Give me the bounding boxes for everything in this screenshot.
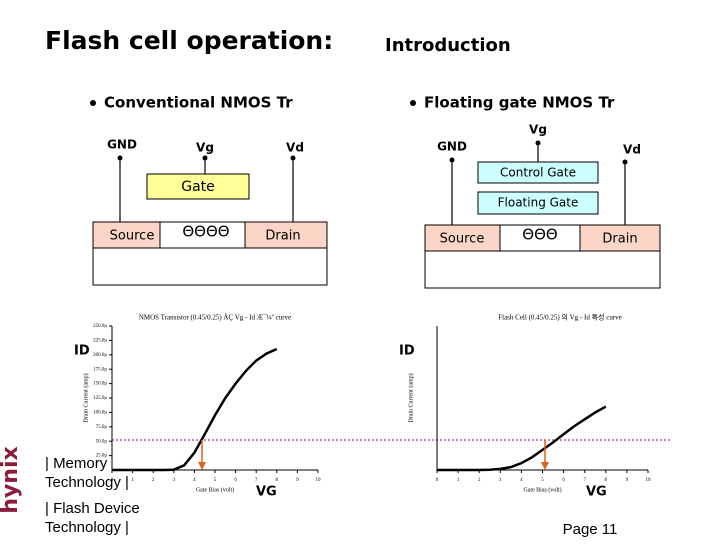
x-tick-label: 2 <box>152 478 155 483</box>
x-tick-label: 1 <box>131 478 134 483</box>
y-tick-label: 75.0μ <box>96 425 108 430</box>
x-tick-label: 9 <box>626 478 629 483</box>
x-tick-label: 0 <box>111 478 114 483</box>
arrow-head <box>198 462 206 470</box>
terminal-label: GND <box>437 140 467 154</box>
curve <box>112 347 278 472</box>
x-tick-label: 1 <box>457 478 460 483</box>
chart-title: NMOS Transistor (0.45/0.25) ÀÇ Vg - Id Æ… <box>139 314 291 322</box>
y-tick-label: 125.0μ <box>93 396 107 401</box>
source-label: Source <box>440 232 485 247</box>
y-annotation: ID <box>399 344 415 359</box>
x-tick-label: 3 <box>499 478 502 483</box>
logo: hynix <box>0 446 23 513</box>
heading: Conventional NMOS Tr <box>104 94 293 112</box>
x-tick-label: 6 <box>234 478 237 483</box>
x-tick-label: 8 <box>276 478 279 483</box>
drain-box <box>579 224 661 252</box>
node <box>622 159 628 165</box>
terminal-label: GND <box>107 138 137 152</box>
y-tick-label: 200.0μ <box>93 353 107 358</box>
subtitle: Introduction <box>385 35 511 56</box>
title: Flash cell operation: <box>45 26 333 55</box>
y-annotation: ID <box>74 344 90 359</box>
logo-strip <box>0 0 22 546</box>
footer-memory: | Memory Technology | <box>45 455 129 491</box>
y-tick-label: 225.0μ <box>93 339 107 344</box>
electrons: ΘΘΘΘ <box>182 223 229 241</box>
x-tick-label: 10 <box>646 478 652 483</box>
floating-gate-box <box>477 191 599 215</box>
node <box>290 155 296 161</box>
bullet <box>90 100 96 106</box>
drain-box <box>244 221 328 249</box>
x-tick-label: 10 <box>316 478 322 483</box>
x-tick-label: 7 <box>583 478 586 483</box>
x-tick-label: 5 <box>541 478 544 483</box>
bullet <box>410 100 416 106</box>
terminal-label: Vg <box>196 141 214 155</box>
x-annotation: VG <box>586 485 607 500</box>
x-tick-label: 6 <box>562 478 565 483</box>
y-tick-label: 50.0μ <box>96 439 108 444</box>
node <box>117 155 123 161</box>
wires <box>119 158 294 222</box>
arrow-head <box>541 462 549 470</box>
drain-label: Drain <box>602 232 637 247</box>
source-box <box>92 221 161 249</box>
footer-device: | Flash Device Technology | <box>45 500 140 536</box>
control-gate-label: Control Gate <box>500 166 576 180</box>
node <box>535 140 541 146</box>
x-tick-label: 5 <box>214 478 217 483</box>
gate-label: Gate <box>181 179 215 195</box>
x-tick-label: 8 <box>605 478 608 483</box>
source-label: Source <box>110 229 155 244</box>
x-tick-label: 7 <box>255 478 258 483</box>
x-tick-label: 4 <box>520 478 523 483</box>
source-box <box>424 224 501 252</box>
page-number: Page 11 <box>563 521 618 538</box>
electrons: ΘΘΘ <box>522 226 557 244</box>
x-axis-label: Gate Bias (volt) <box>523 486 561 493</box>
node <box>202 155 208 161</box>
y-axis-label: Drain Current (amp) <box>82 373 89 422</box>
control-gate-box <box>477 161 599 184</box>
curve <box>437 405 607 472</box>
terminal-label: Vd <box>286 141 304 155</box>
wires <box>451 143 626 225</box>
x-tick-label: 0 <box>436 478 439 483</box>
terminal-label: Vg <box>529 123 547 137</box>
x-tick-label: 3 <box>173 478 176 483</box>
drain-label: Drain <box>265 229 300 244</box>
y-tick-label: 100.0μ <box>93 411 107 416</box>
x-tick-label: 4 <box>193 478 196 483</box>
terminal-label: Vd <box>623 143 641 157</box>
x-axis-label: Gate Bias (volt) <box>196 486 234 493</box>
y-tick-label: 25.0μ <box>96 454 108 459</box>
y-tick-label: 175.0μ <box>93 367 107 372</box>
gate-box <box>146 173 250 200</box>
node <box>449 157 455 163</box>
y-tick-label: 250.0μ <box>93 324 107 329</box>
y-axis-label: Drain Current (amp) <box>407 373 414 422</box>
x-tick-label: 9 <box>296 478 299 483</box>
floating-gate-label: Floating Gate <box>498 196 579 210</box>
x-annotation: VG <box>256 485 277 500</box>
chart-title: Flash Cell (0.45/0.25) 의 Vg - Id 특성 curv… <box>498 313 622 322</box>
x-tick-label: 2 <box>478 478 481 483</box>
heading: Floating gate NMOS Tr <box>424 94 615 112</box>
y-tick-label: 150.0μ <box>93 382 107 387</box>
